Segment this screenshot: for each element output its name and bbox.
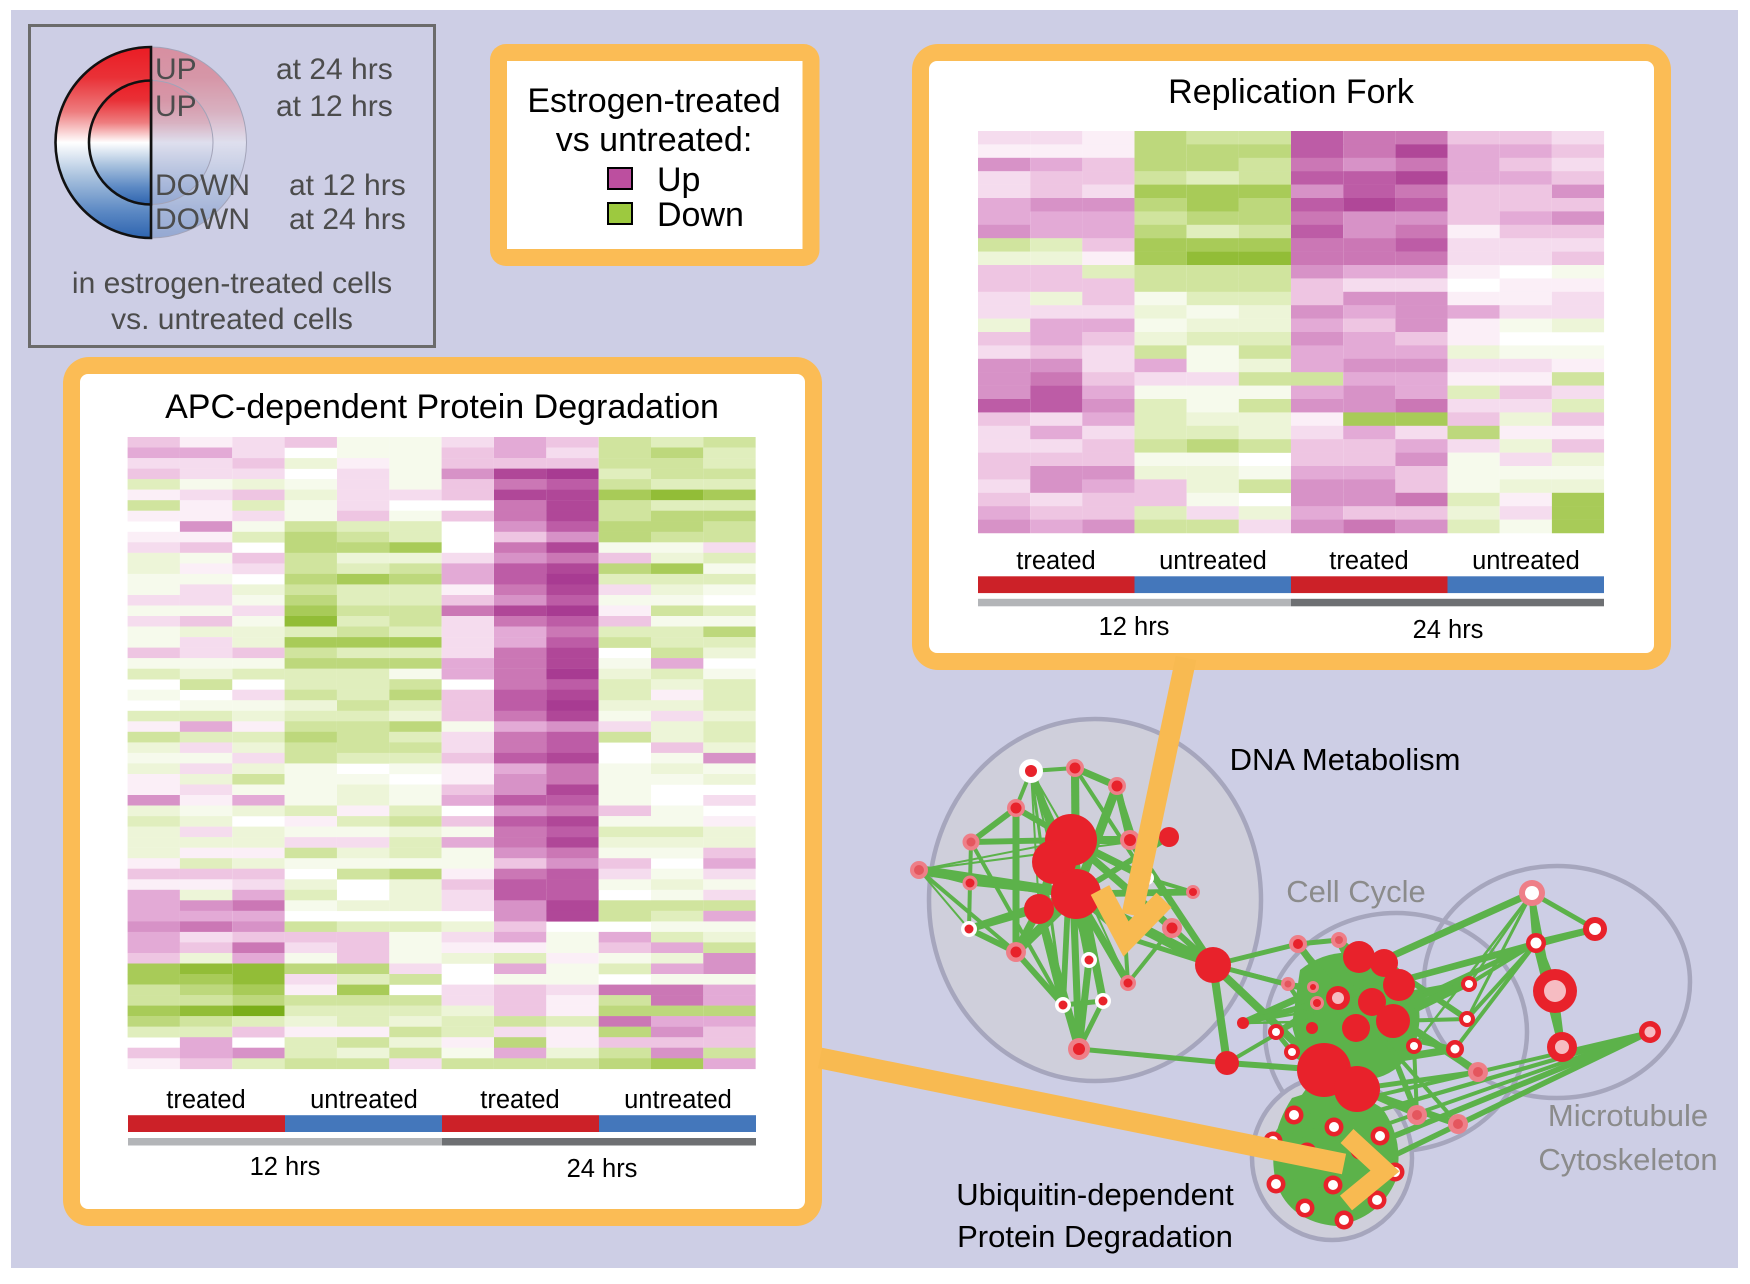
svg-text:untreated: untreated [1472, 547, 1580, 575]
svg-text:DOWN: DOWN [155, 169, 250, 202]
svg-text:UP: UP [155, 90, 197, 123]
svg-text:Down: Down [657, 196, 744, 234]
svg-text:untreated: untreated [624, 1086, 732, 1114]
svg-text:at 12 hrs: at 12 hrs [289, 169, 406, 202]
svg-text:Cytoskeleton: Cytoskeleton [1538, 1142, 1717, 1177]
svg-text:Estrogen-treated: Estrogen-treated [527, 82, 780, 120]
svg-text:untreated: untreated [310, 1086, 418, 1114]
svg-text:24 hrs: 24 hrs [567, 1155, 638, 1183]
svg-text:DOWN: DOWN [155, 203, 250, 236]
svg-text:DNA Metabolism: DNA Metabolism [1230, 742, 1461, 777]
svg-text:vs untreated:: vs untreated: [556, 121, 753, 159]
svg-text:12 hrs: 12 hrs [250, 1153, 321, 1181]
svg-text:Cell Cycle: Cell Cycle [1286, 874, 1426, 909]
svg-text:Replication Fork: Replication Fork [1168, 73, 1415, 111]
svg-text:APC-dependent Protein Degradat: APC-dependent Protein Degradation [165, 388, 719, 426]
svg-text:Up: Up [657, 161, 700, 199]
svg-text:treated: treated [480, 1086, 559, 1114]
svg-text:at 24 hrs: at 24 hrs [289, 203, 406, 236]
svg-text:treated: treated [166, 1086, 245, 1114]
svg-text:treated: treated [1329, 547, 1408, 575]
svg-text:Protein Degradation: Protein Degradation [957, 1219, 1233, 1254]
svg-text:at 24 hrs: at 24 hrs [276, 53, 393, 86]
svg-text:12 hrs: 12 hrs [1099, 613, 1170, 641]
svg-text:treated: treated [1016, 547, 1095, 575]
svg-text:Microtubule: Microtubule [1548, 1098, 1708, 1133]
svg-text:24 hrs: 24 hrs [1413, 616, 1484, 644]
svg-text:Ubiquitin-dependent: Ubiquitin-dependent [956, 1177, 1234, 1212]
svg-text:at 12 hrs: at 12 hrs [276, 90, 393, 123]
svg-text:in estrogen-treated cells: in estrogen-treated cells [72, 267, 392, 300]
svg-text:UP: UP [155, 53, 197, 86]
svg-text:vs. untreated cells: vs. untreated cells [111, 303, 353, 336]
svg-text:untreated: untreated [1159, 547, 1267, 575]
